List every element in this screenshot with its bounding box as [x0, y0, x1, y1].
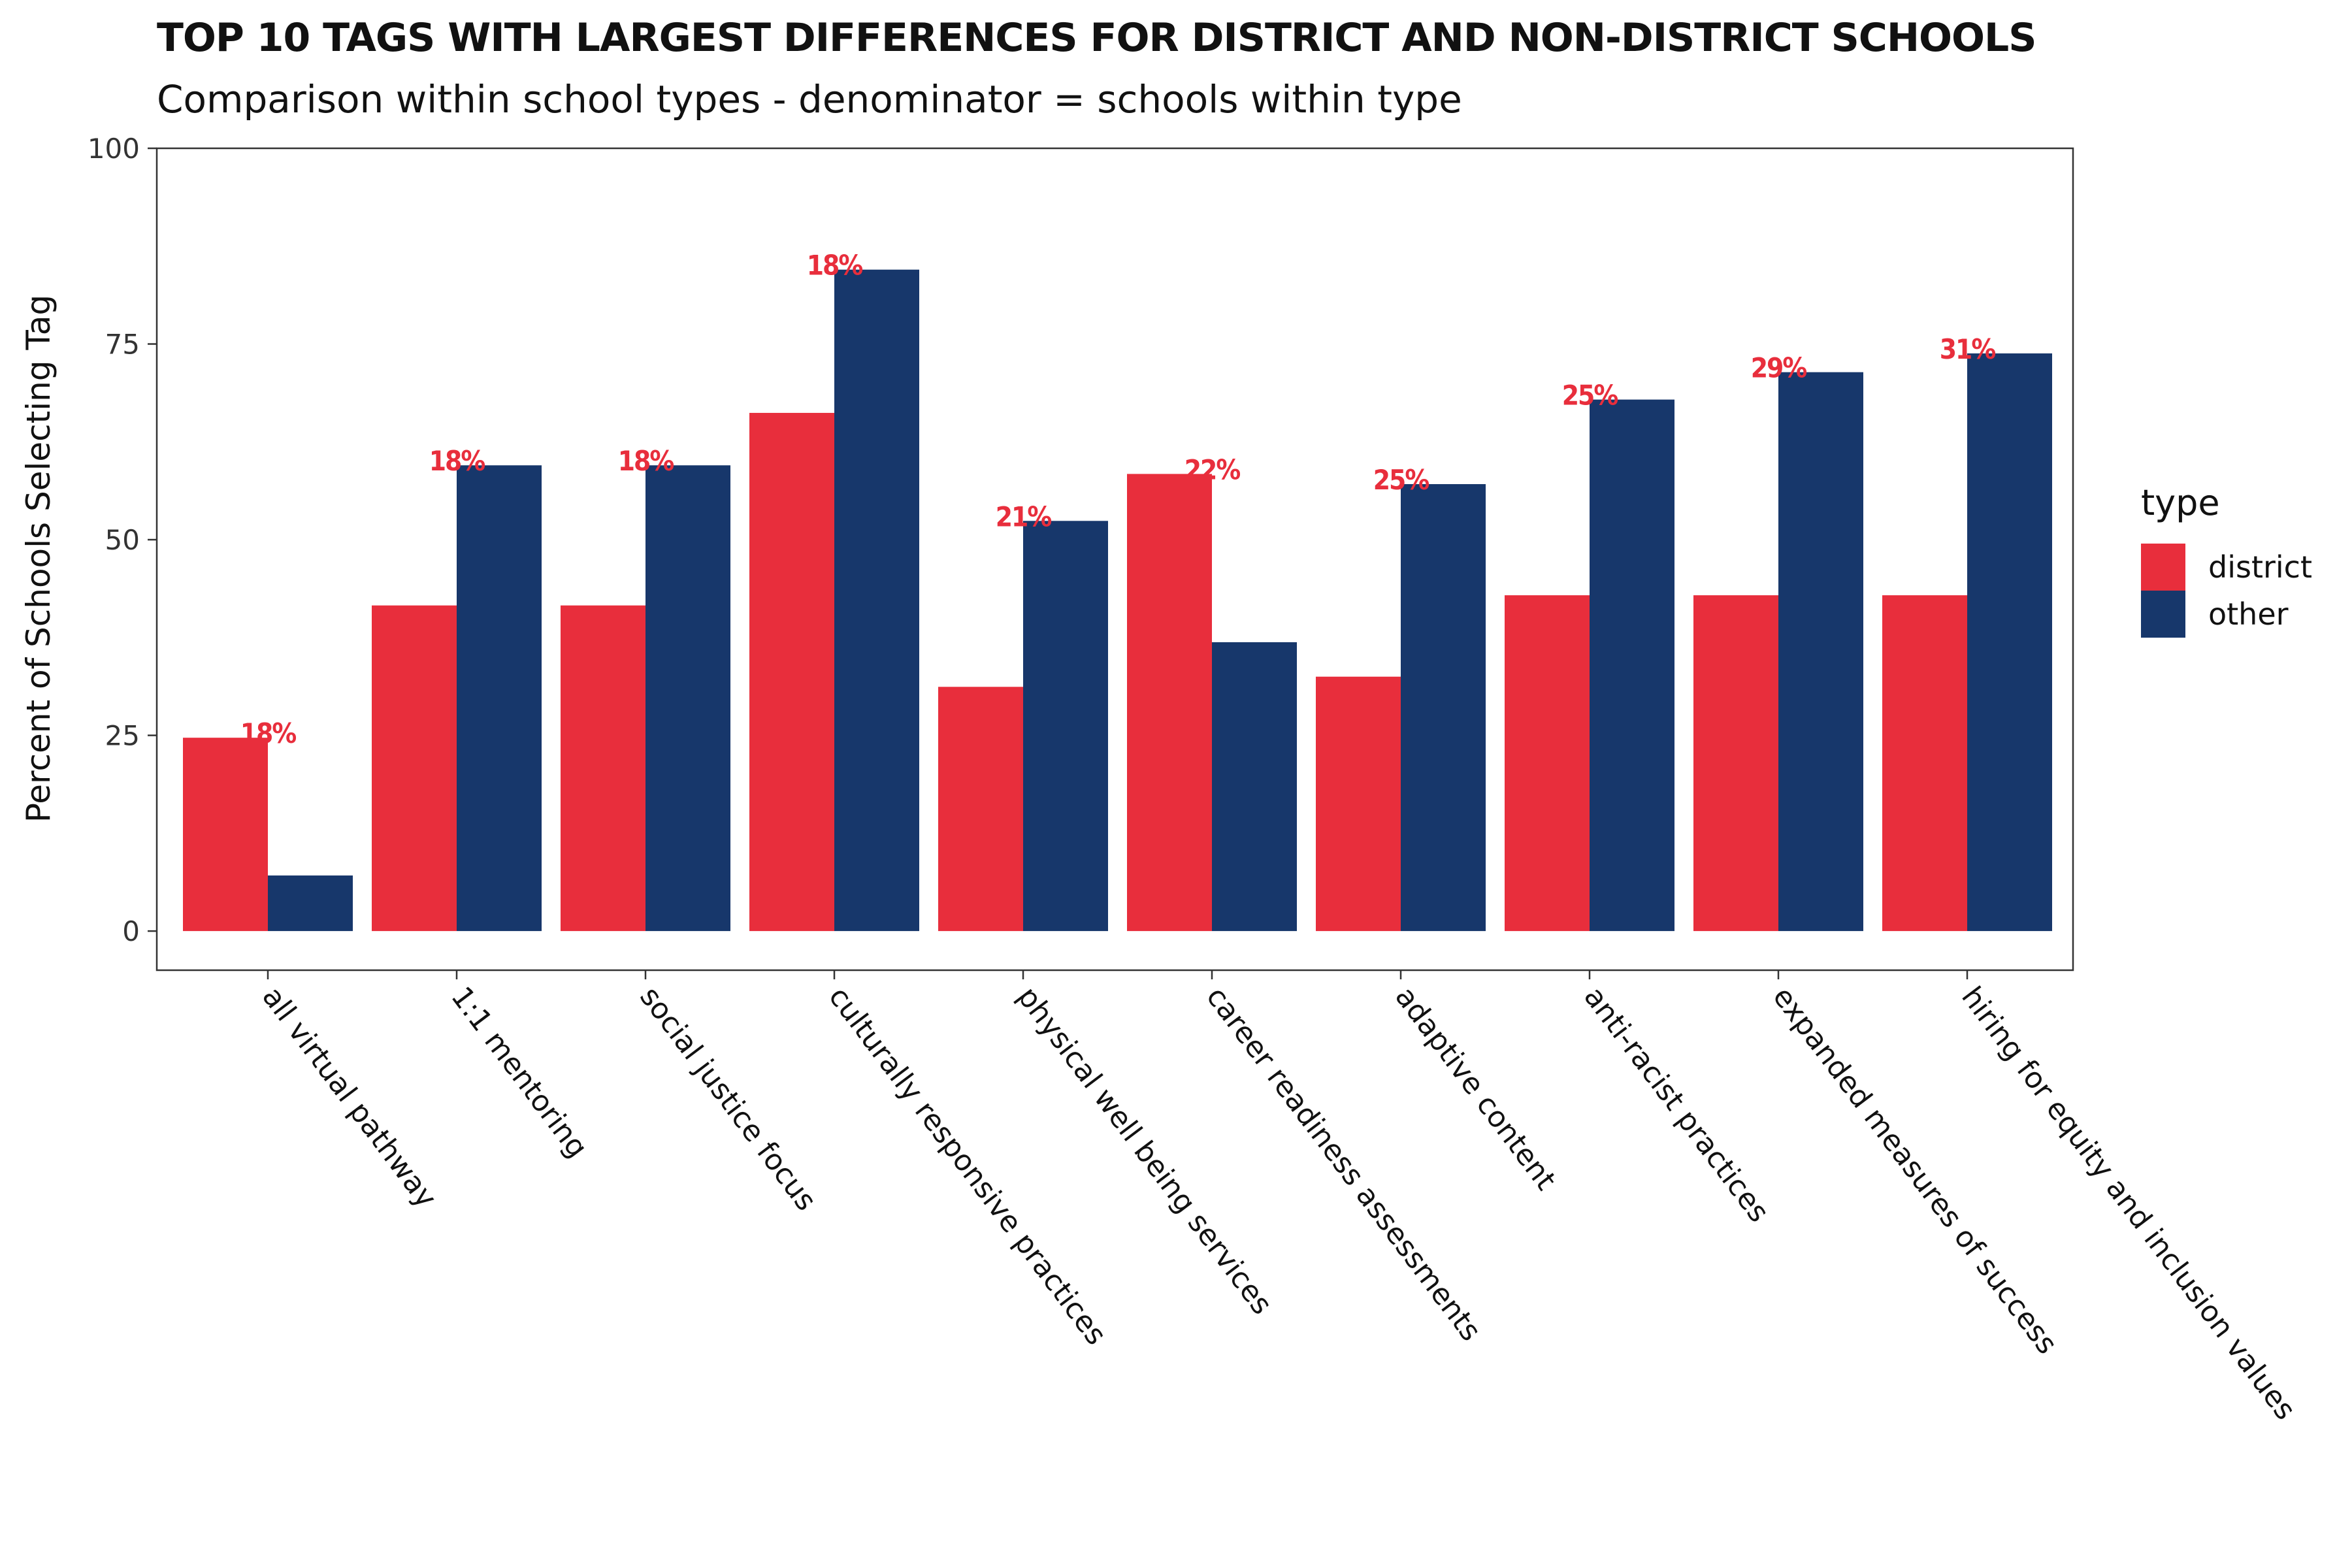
bar-other	[1778, 372, 1863, 932]
x-tick-label: anti-racist practices	[1577, 981, 1776, 1228]
x-tick-label: adaptive content	[1388, 981, 1562, 1196]
x-tick-label: hiring for equity and inclusion values	[1955, 981, 2302, 1426]
bar-other	[1023, 521, 1108, 932]
difference-label: 25%	[1562, 380, 1618, 412]
bar-district	[372, 605, 457, 932]
x-axis: all virtual pathway 1:1 mentoring social j…	[255, 970, 2302, 1426]
difference-label: 18%	[618, 445, 674, 477]
bar-other	[834, 269, 919, 932]
legend-label-other: other	[2208, 596, 2289, 632]
bar-other	[1212, 642, 1297, 932]
bar-other	[268, 875, 353, 932]
difference-label: 18%	[240, 717, 297, 749]
y-axis: 0 25 50 75 100	[88, 133, 157, 947]
y-axis-label: Percent of Schools Selecting Tag	[20, 295, 57, 823]
bar-district	[1505, 595, 1590, 932]
bars	[183, 269, 2052, 932]
legend: type district other	[2141, 482, 2312, 638]
y-tick-label: 0	[122, 915, 140, 947]
x-tick-label: all virtual pathway	[255, 981, 443, 1214]
bar-other	[1590, 399, 1674, 932]
y-tick-label: 50	[105, 524, 140, 556]
legend-label-district: district	[2208, 549, 2312, 585]
y-tick-label: 25	[105, 720, 140, 752]
bar-other	[1401, 483, 1486, 932]
bar-district	[938, 687, 1023, 932]
difference-label: 29%	[1751, 352, 1807, 384]
bar-other	[1967, 353, 2052, 932]
bar-district	[1882, 595, 1967, 932]
bar-district	[183, 738, 268, 932]
difference-labels: 18% 18% 18% 18% 21% 22% 25% 25% 29% 31%	[240, 250, 1997, 749]
x-tick-label: 1:1 mentoring	[444, 981, 594, 1164]
bar-district	[1693, 595, 1778, 932]
bar-other	[645, 465, 730, 932]
difference-label: 21%	[996, 500, 1052, 532]
difference-label: 18%	[429, 445, 485, 477]
legend-title: type	[2141, 482, 2220, 523]
bar-district	[1316, 676, 1401, 932]
difference-label: 25%	[1373, 464, 1429, 496]
bar-other	[457, 465, 542, 932]
difference-label: 18%	[807, 250, 863, 282]
chart-subtitle: Comparison within school types - denomin…	[157, 77, 1462, 122]
x-tick-label: social justice focus	[633, 981, 823, 1217]
y-tick-label: 100	[88, 133, 140, 165]
plot-panel	[155, 147, 2074, 972]
difference-label: 22%	[1184, 453, 1241, 485]
legend-swatch-other	[2141, 591, 2185, 638]
bar-district	[749, 412, 834, 932]
legend-swatch-district	[2141, 544, 2185, 591]
legend-items: district other	[2141, 544, 2312, 638]
chart-title: TOP 10 TAGS WITH LARGEST DIFFERENCES FOR…	[157, 15, 2036, 61]
bar-district	[561, 605, 645, 932]
difference-label: 31%	[1940, 333, 1996, 365]
bar-district	[1127, 474, 1212, 932]
y-tick-label: 75	[105, 329, 140, 361]
